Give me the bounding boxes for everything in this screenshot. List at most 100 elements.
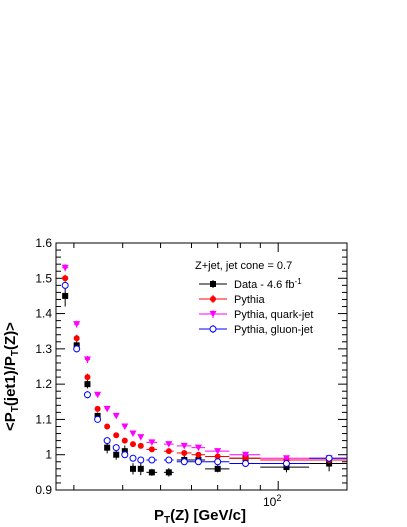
marker [242,460,250,468]
x-axis-title: PT(Z) [GeV/c] [154,507,246,526]
marker [103,405,111,413]
x-tick-label: 102 [263,493,281,509]
data-point [121,437,128,444]
data-point [94,391,102,399]
legend-marker [209,325,217,333]
marker [137,434,145,441]
marker [94,415,102,423]
marker [194,458,202,466]
marker [62,292,69,299]
y-tick-label: 0.9 [35,483,52,497]
y-axis: 0.9 1 1.1 1.2 1.3 1.4 1.5 1.6 [35,236,347,497]
data-point [260,455,310,462]
data-point [121,451,129,459]
legend-label: Pythia, gluon-jet [234,324,313,336]
marker [148,439,156,446]
legend-label: Pythia, quark-jet [234,309,313,321]
marker [148,446,155,453]
data-point [137,442,144,449]
data-point [113,449,120,460]
data-point [205,458,230,466]
data-point [163,441,174,448]
data-point [146,446,158,453]
data-point [229,451,261,459]
marker [94,391,102,399]
marker [121,437,128,444]
marker [325,454,333,462]
marker [214,453,221,460]
data-point [205,465,230,473]
legend-entry-gluon: Pythia, gluon-jet [199,324,313,336]
legend-marker [209,311,217,318]
data-point [146,468,158,476]
series-quark [61,264,347,462]
data-point [176,458,192,466]
data-point [84,379,91,389]
marker [242,451,250,459]
marker [112,412,120,420]
marker [148,456,156,464]
marker [83,391,91,399]
marker [129,465,136,472]
marker [113,432,120,439]
legend-entry-pythia: Pythia [199,294,265,306]
marker [165,441,173,448]
y-tick-label: 1.2 [35,377,52,391]
marker [73,321,81,328]
marker [181,449,188,456]
data-point [113,432,120,439]
data-point [94,415,102,423]
marker [83,356,91,363]
data-point [163,448,174,455]
y-tick-label: 1.6 [35,236,52,250]
marker [121,423,129,430]
marker [62,275,69,282]
marker [84,381,91,388]
data-point [137,434,145,441]
data-point [191,451,206,458]
data-point [104,423,111,430]
legend-label: Pythia [234,294,265,306]
data-point [84,373,91,381]
marker [214,465,221,472]
legend-entry-data: Data - 4.6 fb-1 [199,277,302,291]
marker [129,454,137,462]
data-point [112,444,120,452]
marker [61,281,69,289]
marker [113,451,120,458]
series-gluon [61,281,347,468]
legend-header: Z+jet, jet cone = 0.7 [195,260,292,272]
marker [194,444,202,452]
y-tick-label: 1.4 [35,307,52,321]
legend-marker [210,296,216,302]
marker [214,458,222,466]
data-point [103,405,111,413]
marker [137,442,144,449]
y-tick-label: 1.3 [35,342,52,356]
data-point [191,444,206,452]
y-tick-label: 1.5 [35,271,52,285]
data-point [103,437,111,445]
y-tick-label: 1 [45,448,52,462]
legend-entry-quark: Pythia, quark-jet [199,309,313,321]
y-tick-label: 1.1 [35,412,52,426]
data-point [309,454,347,462]
marker [326,460,333,467]
data-point [62,274,69,282]
marker [94,405,101,412]
data-point [83,391,91,399]
data-point [94,405,101,412]
data-series [61,264,347,477]
data-point [129,454,137,462]
data-point [129,441,136,448]
marker [180,442,188,450]
data-point [61,281,69,289]
marker [84,374,91,381]
marker [129,441,136,448]
data-point [176,442,192,450]
data-point [191,458,206,466]
marker [129,430,137,438]
data-point [83,355,91,363]
marker [137,456,145,464]
marker [214,448,222,455]
